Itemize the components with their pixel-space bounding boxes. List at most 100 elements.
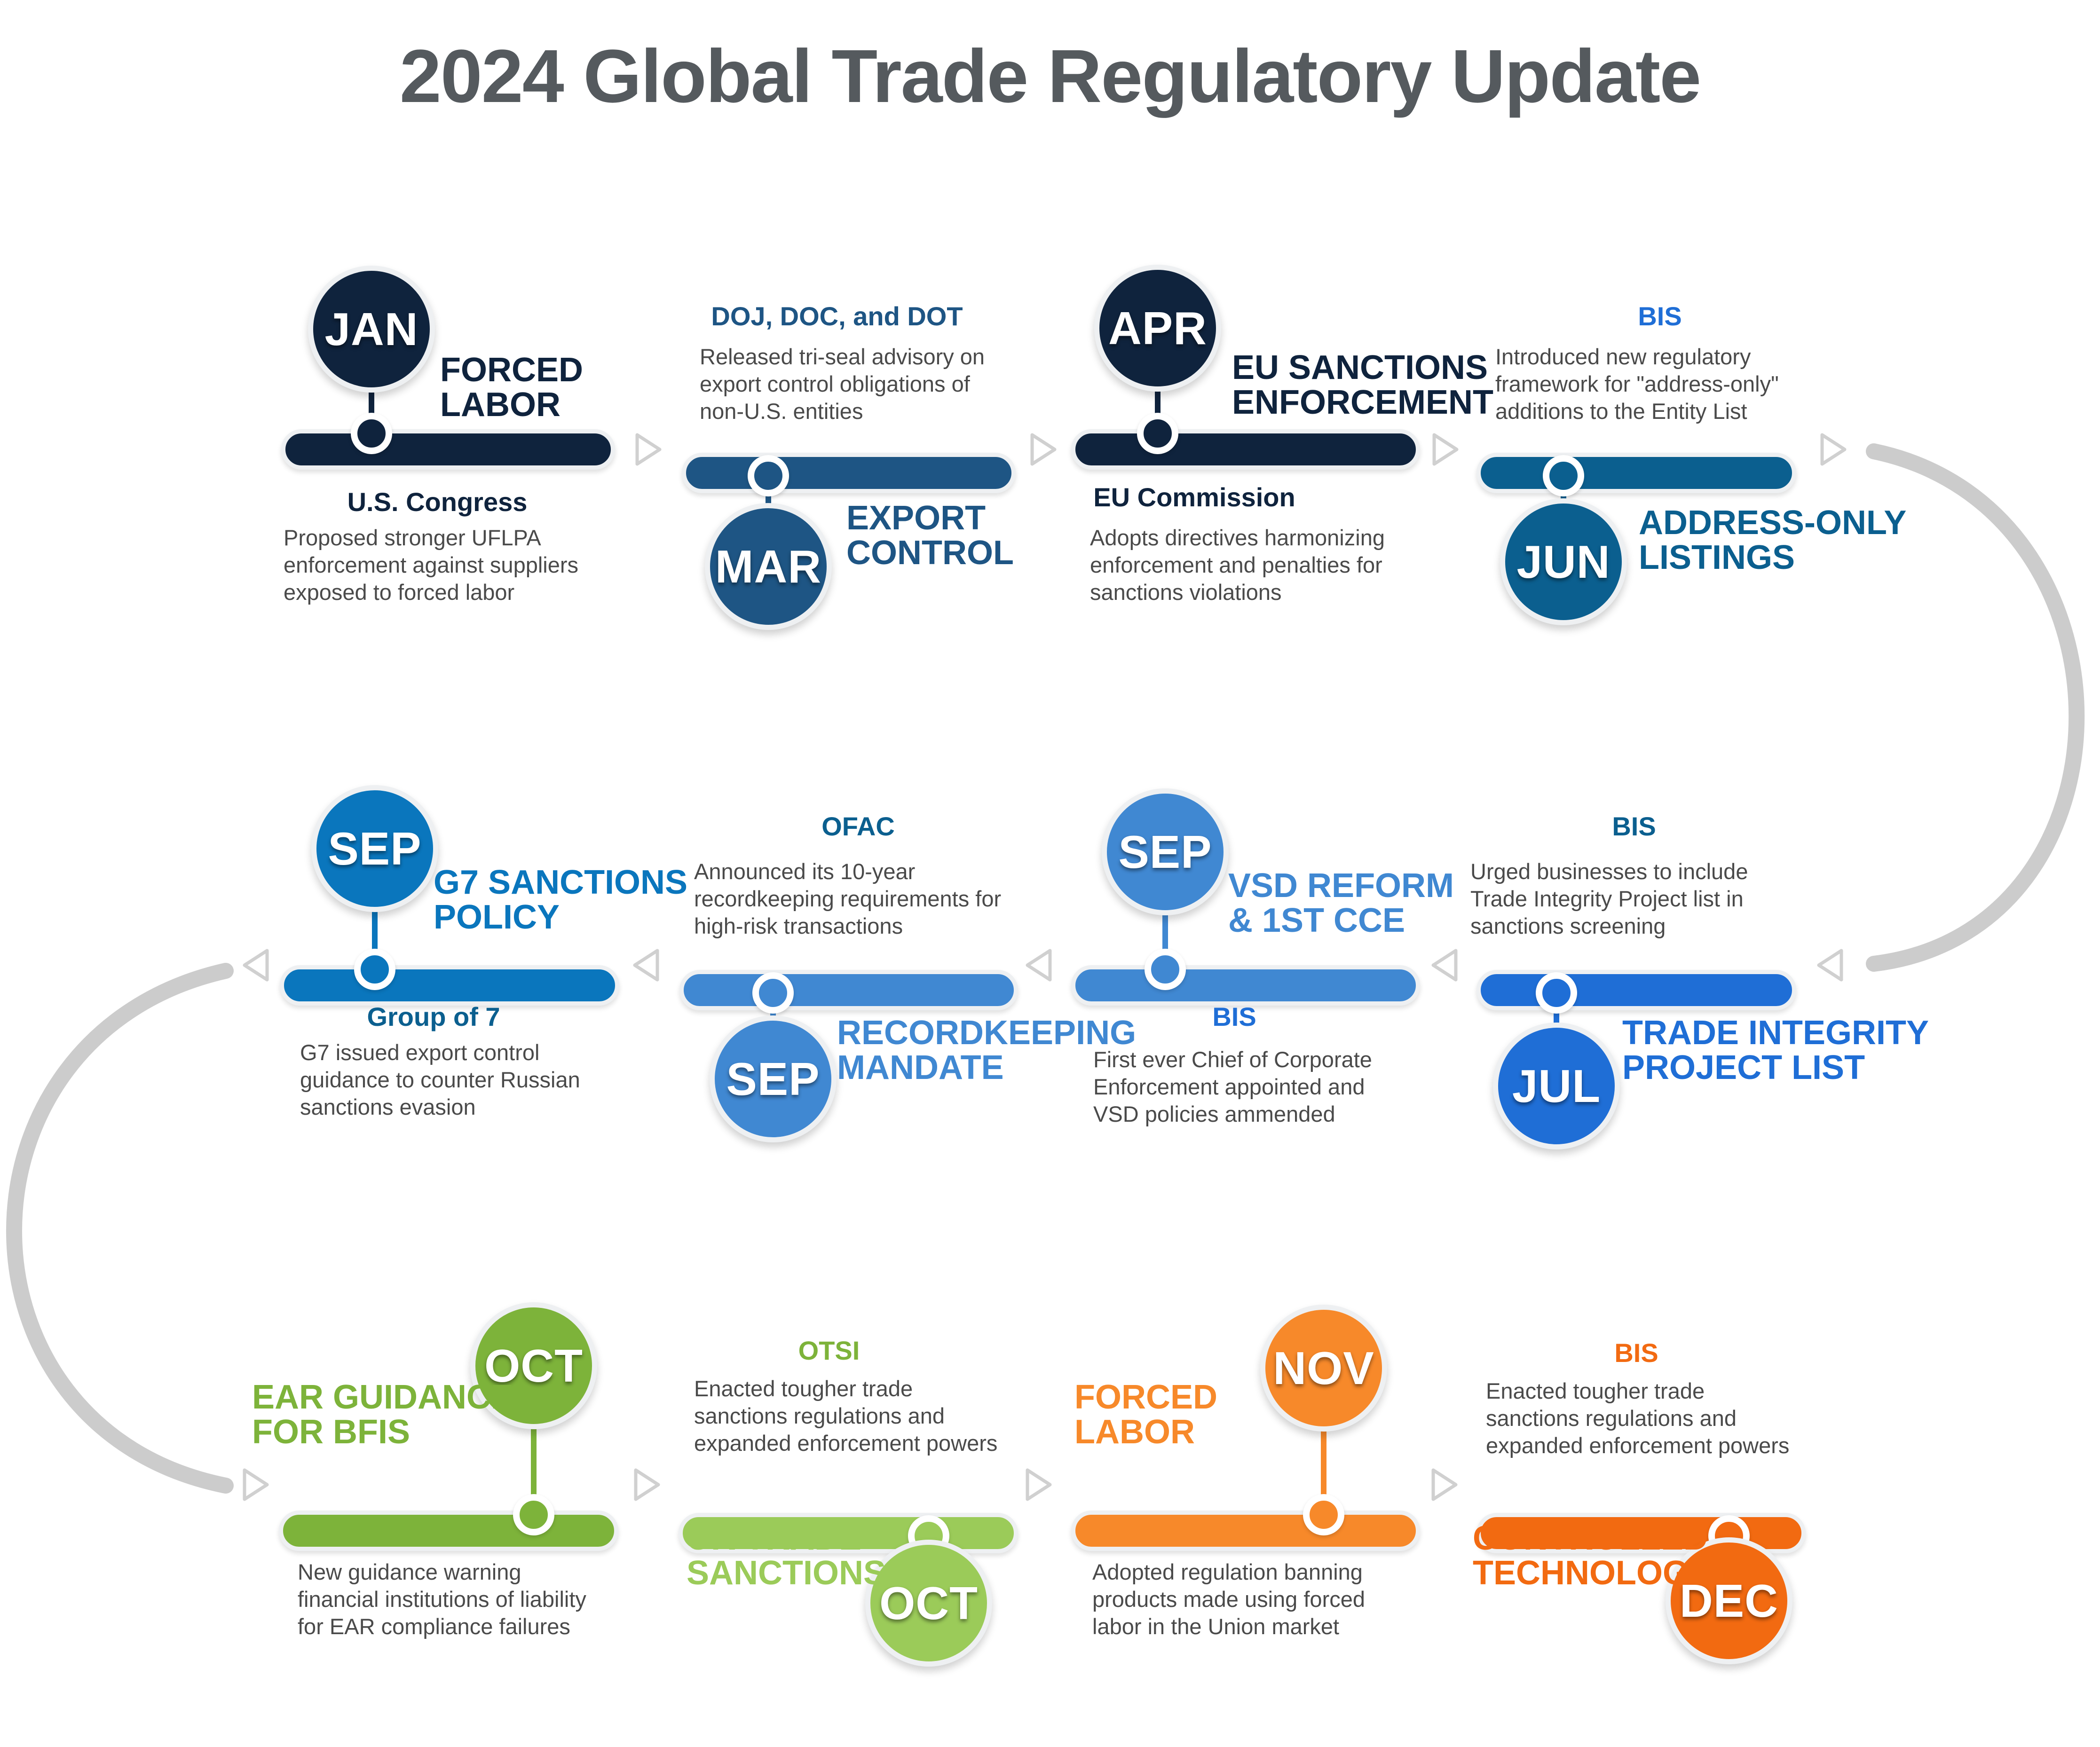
event-description-line: labor in the Union market (1092, 1614, 1340, 1639)
event-topic: UK TRADE SANCTIONS (687, 1521, 886, 1590)
event-description-line: high-risk transactions (694, 913, 903, 938)
chevron-right-icon (1820, 433, 1847, 466)
event-topic-line: EXPORT (846, 499, 986, 537)
event-topic: G7 SANCTIONS POLICY (434, 865, 687, 935)
event-topic-line: PROJECT LIST (1622, 1049, 1865, 1086)
event-description-line: New guidance warning (298, 1559, 521, 1584)
event-description-line: recordkeeping requirements for (694, 886, 1002, 911)
event-marker-dot (748, 455, 789, 496)
event-agency: DOJ, DOC, and DOT (711, 301, 963, 331)
event-marker-dot (1137, 413, 1178, 454)
event-topic: ADDRESS-ONLY LISTINGS (1639, 505, 1906, 575)
event-description-line: Proposed stronger UFLPA (284, 525, 541, 550)
event-topic-line: RECORDKEEPING (837, 1014, 1137, 1052)
event-topic: FORCED LABOR (440, 353, 583, 422)
event-description-line: guidance to counter Russian (300, 1067, 580, 1092)
event-description: Released tri-seal advisory on export cont… (700, 343, 985, 425)
event-topic-line: TECHNOLOGY (1473, 1554, 1712, 1592)
chevron-left-icon (1026, 949, 1052, 982)
event-topic-line: EAR GUIDANCE (252, 1378, 514, 1416)
event-description: New guidance warning financial institutio… (298, 1558, 586, 1640)
event-topic-line: EU SANCTIONS (1232, 349, 1488, 386)
event-topic-line: CONTROLLED (1473, 1519, 1708, 1557)
event-description-line: Enacted tougher trade (1486, 1378, 1705, 1403)
event-marker-dot (752, 972, 794, 1014)
event-topic: FORCED LABOR (1074, 1380, 1217, 1449)
event-topic: EAR GUIDANCE FOR BFIS (252, 1380, 513, 1449)
event-topic-line: ADDRESS-ONLY (1639, 504, 1907, 542)
event-agency: EU Council (1157, 1517, 1298, 1546)
event-bar (1476, 970, 1796, 1010)
event-description: Proposed stronger UFLPA enforcement again… (284, 524, 578, 606)
event-description-line: Trade Integrity Project list in (1470, 886, 1744, 911)
month-badge: JUL (1493, 1023, 1620, 1149)
event-topic: CONTROLLED TECHNOLOGY (1473, 1521, 1712, 1590)
event-description-line: products made using forced (1092, 1587, 1365, 1612)
event-marker-dot (1303, 1494, 1344, 1535)
event-description-line: export control obligations of (700, 371, 970, 396)
month-label: SEP (328, 822, 422, 874)
month-badge: OCT (865, 1540, 992, 1667)
event-topic-line: & 1ST CCE (1228, 902, 1405, 939)
event-bar (679, 970, 1018, 1010)
event-description-line: Introduced new regulatory (1495, 344, 1751, 369)
month-label: JUL (1512, 1060, 1601, 1112)
event-description: First ever Chief of Corporate Enforcement… (1093, 1046, 1372, 1128)
connector-arc-left (6, 963, 234, 1494)
event-agency: EU Commission (1093, 482, 1295, 512)
event-agency: BIS (1212, 1002, 1256, 1031)
month-badge: OCT (470, 1302, 597, 1429)
event-marker-dot (1145, 949, 1186, 990)
event-description: Adopts directives harmonizing enforcement… (1090, 524, 1385, 606)
event-bar (279, 1511, 618, 1551)
event-bar (1476, 453, 1796, 493)
event-description-line: sanctions regulations and (694, 1403, 945, 1428)
event-description-line: expanded enforcement powers (694, 1431, 998, 1456)
event-bar (1071, 429, 1420, 470)
event-description-line: G7 issued export control (300, 1040, 540, 1065)
month-label: JUN (1516, 535, 1611, 588)
month-label: DEC (1680, 1574, 1778, 1627)
chevron-right-icon (1030, 433, 1057, 466)
event-topic-line: POLICY (434, 898, 560, 936)
event-topic-line: SANCTIONS (687, 1554, 886, 1592)
month-label: SEP (726, 1053, 820, 1105)
event-topic-line: FORCED (1074, 1378, 1217, 1416)
page-title: 2024 Global Trade Regulatory Update (399, 34, 1701, 118)
event-topic-line: LISTINGS (1639, 539, 1795, 576)
month-badge: JAN (308, 266, 435, 393)
event-description: Enacted tougher trade sanctions regulatio… (1486, 1377, 1789, 1459)
event-description: Introduced new regulatory framework for "… (1495, 343, 1779, 425)
event-topic-line: FOR BFIS (252, 1413, 410, 1451)
chevron-right-icon (243, 1468, 269, 1501)
chevron-left-icon (1817, 949, 1843, 982)
chevron-right-icon (635, 433, 662, 466)
event-topic-line: VSD REFORM (1228, 867, 1454, 905)
event-topic-line: UK TRADE (687, 1519, 861, 1557)
month-badge: DEC (1666, 1537, 1792, 1664)
event-topic-line: MANDATE (837, 1049, 1004, 1086)
month-badge: SEP (1102, 788, 1229, 915)
event-topic-line: ENFORCEMENT (1232, 384, 1493, 421)
event-description-line: Enforcement appointed and (1093, 1074, 1365, 1099)
event-marker-dot (354, 949, 395, 990)
month-badge: NOV (1260, 1305, 1387, 1432)
event-description-line: sanctions violations (1090, 580, 1282, 605)
event-agency: Group of 7 (367, 1002, 500, 1031)
event-description: G7 issued export control guidance to coun… (300, 1039, 580, 1121)
chevron-left-icon (633, 949, 659, 982)
event-description-line: Released tri-seal advisory on (700, 344, 985, 369)
event-description-line: expanded enforcement powers (1486, 1433, 1790, 1458)
chevron-left-icon (243, 949, 269, 982)
event-topic: RECORDKEEPING MANDATE (837, 1015, 1136, 1085)
month-label: OCT (879, 1577, 978, 1629)
month-badge: SEP (710, 1015, 837, 1142)
event-description-line: sanctions evasion (300, 1094, 476, 1119)
event-description: Announced its 10-year recordkeeping requi… (694, 858, 1001, 940)
